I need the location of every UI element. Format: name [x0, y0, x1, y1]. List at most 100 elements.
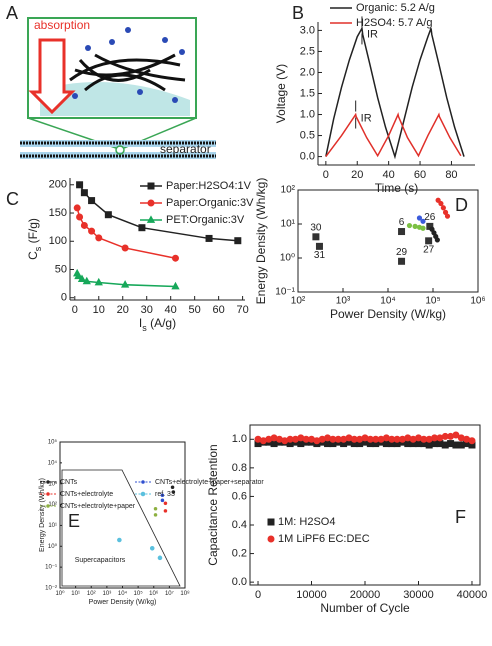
- y-axis-label-part: s: [33, 246, 43, 251]
- electrolyte: [40, 82, 190, 116]
- marker: [440, 205, 446, 211]
- x-tick-label: 40: [383, 169, 395, 181]
- x-tick-label: 10³: [103, 591, 112, 597]
- marker: [171, 281, 180, 290]
- legend-label: CNTs+electrolyte+paper: [60, 503, 136, 510]
- legend-label: Paper:H2SO4:1V: [166, 180, 252, 192]
- x-tick-label: 10⁶: [470, 296, 485, 307]
- y-tick-label: 200: [49, 179, 67, 191]
- x-tick-label: 10⁸: [180, 590, 190, 597]
- y-tick-label: 0.0: [300, 150, 315, 162]
- plot-frame: [297, 189, 479, 293]
- y-tick-label: 50: [55, 263, 67, 275]
- marker: [398, 228, 406, 236]
- point-label: 30: [310, 222, 322, 233]
- panel-label: C: [6, 189, 19, 209]
- legend-label: CNTs+electrolyte: [60, 491, 113, 498]
- legend-label: 1M: H2SO4: [278, 516, 335, 528]
- marker: [46, 504, 50, 508]
- x-tick-label: 10⁵: [134, 590, 144, 597]
- y-tick-label: 100: [49, 235, 67, 247]
- x-tick-label: 60: [213, 304, 225, 316]
- x-tick-label: 30: [141, 304, 153, 316]
- x-tick-label: 10000: [296, 589, 327, 601]
- ions: [72, 27, 185, 103]
- y-axis-label-part: C: [26, 251, 40, 260]
- legend-label: CNTs+electrolyte+paper+separator: [155, 479, 264, 486]
- x-axis-label: Power Density (W/kg): [89, 599, 157, 606]
- marker: [171, 254, 179, 262]
- marker: [434, 237, 440, 243]
- line: [78, 184, 238, 242]
- y-tick-label: 2.0: [300, 66, 315, 78]
- marker: [104, 211, 112, 219]
- y-tick-label: 1.0: [232, 433, 247, 445]
- marker: [46, 480, 50, 484]
- y-axis-label: Capacitance Retention: [206, 444, 220, 565]
- marker: [80, 221, 88, 229]
- y-tick-label: 0.8: [232, 462, 247, 474]
- marker: [88, 197, 96, 205]
- point-label: 26: [424, 212, 436, 223]
- y-tick-label: 10³: [48, 481, 57, 487]
- x-tick-label: 80: [445, 169, 457, 181]
- y-tick-label: 0.4: [232, 519, 247, 531]
- x-axis-label-part: I: [139, 316, 142, 330]
- x-tick-label: 30000: [403, 589, 434, 601]
- y-axis-label-part: (F/g): [26, 218, 40, 247]
- y-tick-label: 10¹: [281, 219, 296, 230]
- x-tick-label: 10⁰: [55, 590, 65, 597]
- x-tick-label: 20: [117, 304, 129, 316]
- marker: [121, 244, 129, 252]
- x-tick-label: 10⁴: [118, 590, 128, 597]
- marker: [425, 237, 433, 245]
- point-label: 29: [396, 247, 408, 258]
- x-tick-label: 10⁵: [425, 296, 440, 307]
- marker: [77, 274, 87, 283]
- marker: [163, 509, 168, 513]
- line: [325, 25, 465, 160]
- marker: [149, 546, 155, 551]
- annotation: IR: [367, 28, 378, 40]
- y-tick-label: 1.0: [300, 108, 315, 120]
- x-tick-label: 10²: [291, 296, 306, 307]
- cnt-network: [69, 53, 186, 92]
- marker: [80, 189, 88, 197]
- marker: [76, 213, 84, 221]
- marker: [420, 218, 426, 224]
- y-axis-label: Energy Density (Wh/kg): [254, 178, 268, 305]
- line: [325, 112, 462, 158]
- absorption-arrow: [28, 38, 76, 115]
- marker: [412, 223, 418, 229]
- marker: [140, 491, 146, 497]
- marker: [120, 280, 130, 288]
- marker: [171, 490, 176, 494]
- marker: [146, 215, 156, 223]
- marker: [398, 257, 406, 265]
- marker: [420, 225, 426, 231]
- x-tick-label: 10⁶: [149, 590, 159, 597]
- legend-label: ref. 33: [155, 491, 175, 498]
- x-tick-label: 0: [323, 169, 329, 181]
- x-tick-label: 10: [93, 304, 105, 316]
- x-tick-label: 10³: [336, 296, 351, 307]
- marker: [117, 537, 122, 543]
- y-tick-label: 10²: [48, 502, 57, 508]
- y-tick-label: 10⁵: [48, 439, 58, 446]
- point-label: 27: [423, 244, 435, 255]
- marker: [160, 493, 165, 498]
- y-axis-label: Voltage (V): [274, 64, 288, 123]
- y-tick-label: 1.5: [300, 87, 315, 99]
- marker: [94, 277, 103, 286]
- x-axis-label-part: s: [142, 323, 147, 333]
- marker: [452, 431, 460, 439]
- legend-label: PET:Organic:3V: [166, 214, 245, 226]
- x-tick-label: 10¹: [71, 591, 80, 597]
- marker: [163, 501, 168, 506]
- marker: [416, 215, 423, 221]
- marker: [234, 237, 242, 245]
- marker: [153, 506, 158, 511]
- y-tick-label: 0.5: [300, 129, 315, 141]
- y-tick-label: 0: [61, 292, 67, 304]
- y-tick-label: 150: [49, 207, 67, 219]
